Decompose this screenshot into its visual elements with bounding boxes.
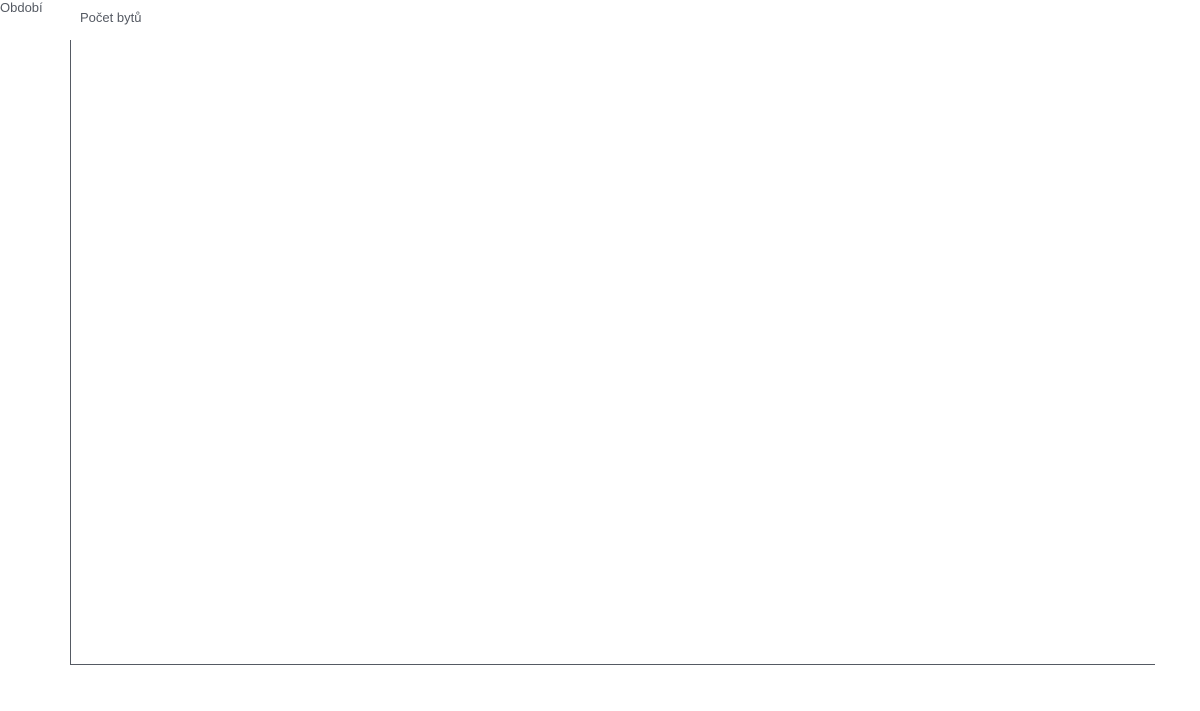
plot-area	[70, 40, 1155, 665]
y-axis-title: Počet bytů	[80, 10, 141, 25]
x-axis-title: Období	[0, 0, 43, 15]
chart-container: Počet bytů Období	[0, 0, 1200, 711]
